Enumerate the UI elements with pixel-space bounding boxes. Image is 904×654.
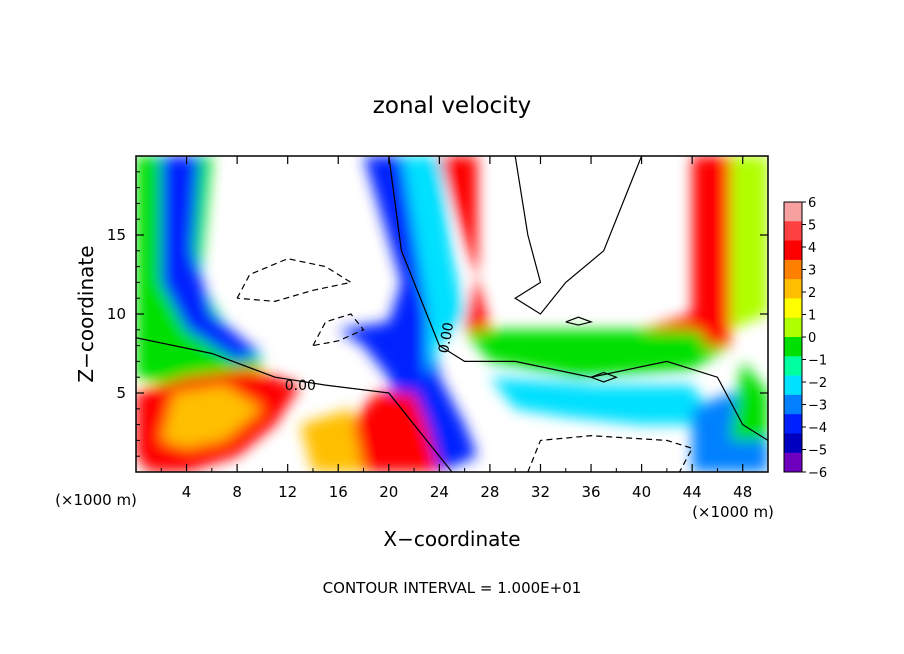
- x-tick-label-4: 20: [379, 483, 398, 501]
- colorbar-label-8: −2: [808, 376, 827, 391]
- x-axis-label: X−coordinate: [383, 527, 520, 551]
- colorbar-label-0: 6: [808, 196, 816, 211]
- colorbar-swatch: [784, 221, 802, 242]
- colorbar-swatch: [784, 298, 802, 319]
- x-tick-label-2: 12: [278, 483, 297, 501]
- colorbar-label-9: −3: [808, 399, 827, 414]
- colorbar-swatch: [784, 259, 802, 280]
- x-tick-label-0: 4: [182, 483, 192, 501]
- x-tick-label-3: 16: [329, 483, 348, 501]
- x-unit-right: (×1000 m): [692, 503, 774, 521]
- colorbar-swatch: [784, 337, 802, 357]
- colorbar-swatch: [784, 356, 802, 377]
- colorbar-swatch: [784, 317, 802, 338]
- y-tick-label-2: 15: [107, 226, 126, 244]
- x-tick-label-1: 8: [232, 483, 242, 501]
- colorbar-label-6: 0: [808, 331, 816, 346]
- x-tick-label-10: 44: [683, 483, 702, 501]
- x-tick-label-9: 40: [632, 483, 651, 501]
- colorbar-swatch: [784, 414, 802, 434]
- colorbar-label-2: 4: [808, 241, 816, 256]
- colorbar-swatch: [784, 433, 802, 454]
- y-tick-label-1: 10: [107, 305, 126, 323]
- colorbar-label-5: 1: [808, 309, 816, 324]
- y-tick-label-0: 5: [116, 384, 126, 402]
- colorbar-label-4: 2: [808, 286, 816, 301]
- contour-label-1: 0.00: [436, 321, 457, 354]
- colorbar-swatch: [784, 394, 802, 415]
- colorbar: 6 5 4 3 2 1 0 −1 −2 −3 −4 −5 −6: [783, 196, 827, 481]
- x-tick-label-6: 28: [480, 483, 499, 501]
- colorbar-swatch: [784, 279, 802, 299]
- chart-title: zonal velocity: [373, 93, 531, 119]
- x-tick-label-11: 48: [733, 483, 752, 501]
- velocity-field: [136, 156, 768, 472]
- x-unit-left: (×1000 m): [55, 491, 137, 509]
- colorbar-label-11: −5: [808, 444, 827, 459]
- x-tick-label-8: 36: [581, 483, 600, 501]
- x-tick-label-7: 32: [531, 483, 550, 501]
- colorbar-swatch: [784, 452, 802, 473]
- contour-interval-note: CONTOUR INTERVAL = 1.000E+01: [323, 579, 582, 597]
- colorbar-label-3: 3: [808, 264, 816, 279]
- colorbar-label-1: 5: [808, 219, 816, 234]
- x-tick-label-5: 24: [430, 483, 449, 501]
- colorbar-swatch: [784, 240, 802, 261]
- colorbar-swatch: [784, 375, 802, 396]
- colorbar-label-7: −1: [808, 354, 827, 369]
- y-axis-label: Z−coordinate: [74, 245, 98, 382]
- colorbar-swatch: [784, 202, 802, 222]
- colorbar-label-12: −6: [808, 466, 827, 481]
- contour-label-0: 0.00: [285, 378, 316, 394]
- colorbar-label-10: −4: [808, 421, 827, 436]
